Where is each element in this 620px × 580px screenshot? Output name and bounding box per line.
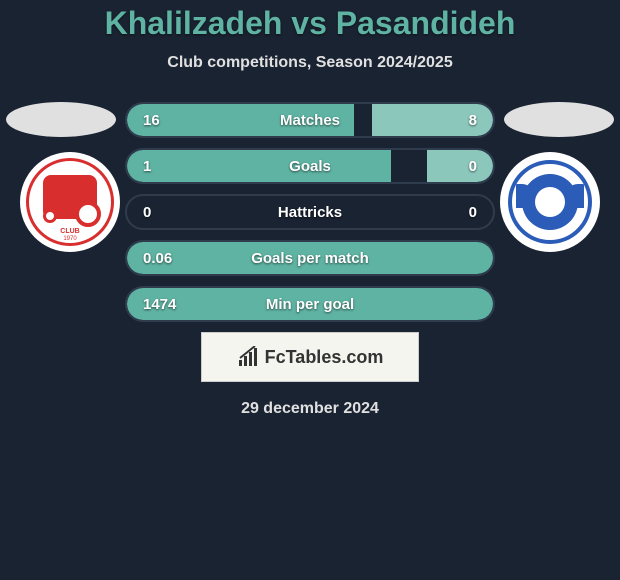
chart-icon — [237, 346, 259, 368]
tractor-club-text: CLUB — [60, 228, 79, 235]
stat-rows: 16 Matches 8 1 Goals 0 0 Hattricks 0 0.06 Goals pe… — [125, 102, 495, 322]
stat-label: Goals per match — [251, 250, 369, 267]
player-right-oval — [504, 102, 614, 137]
stat-row: 0 Hattricks 0 — [125, 194, 495, 230]
player-left-oval — [6, 102, 116, 137]
bar-left — [127, 150, 391, 182]
stat-left-value: 16 — [127, 112, 160, 129]
stat-right-value: 0 — [469, 158, 493, 175]
page-title: Khalilzadeh vs Pasandideh — [0, 5, 620, 42]
team-right-badge — [500, 152, 600, 252]
brand-text: FcTables.com — [265, 347, 384, 368]
malavan-logo-icon — [508, 160, 592, 244]
stat-right-value: 0 — [469, 204, 493, 221]
page-subtitle: Club competitions, Season 2024/2025 — [0, 54, 620, 72]
stat-row: 1474 Min per goal — [125, 286, 495, 322]
stat-left-value: 1 — [127, 158, 151, 175]
stat-row: 0.06 Goals per match — [125, 240, 495, 276]
stat-label: Min per goal — [266, 296, 354, 313]
stat-label: Goals — [289, 158, 331, 175]
stat-right-value: 8 — [469, 112, 493, 129]
header: Khalilzadeh vs Pasandideh Club competiti… — [0, 0, 620, 72]
tractor-logo-icon: CLUB 1970 — [26, 158, 114, 246]
stat-left-value: 0.06 — [127, 250, 172, 267]
stat-row: 16 Matches 8 — [125, 102, 495, 138]
stat-left-value: 1474 — [127, 296, 176, 313]
stat-label: Matches — [280, 112, 340, 129]
brand-box[interactable]: FcTables.com — [201, 332, 419, 382]
team-left-badge: CLUB 1970 — [20, 152, 120, 252]
date-text: 29 december 2024 — [0, 400, 620, 418]
stat-row: 1 Goals 0 — [125, 148, 495, 184]
stat-left-value: 0 — [127, 204, 151, 221]
tractor-year-text: 1970 — [63, 236, 76, 242]
stat-label: Hattricks — [278, 204, 342, 221]
comparison-panel: CLUB 1970 16 Matches 8 1 Goals 0 0 Hattricks 0 0.… — [0, 102, 620, 418]
